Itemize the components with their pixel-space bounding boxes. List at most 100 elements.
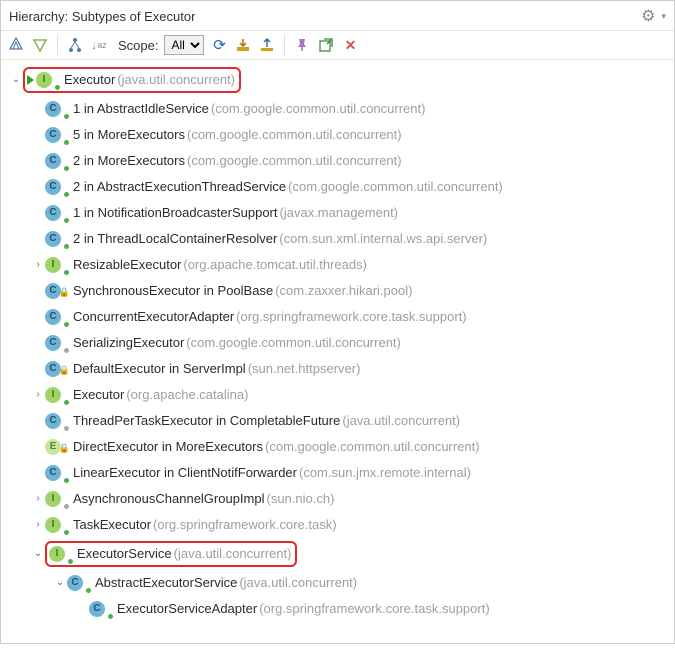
tree-row[interactable]: ·C1 in NotificationBroadcasterSupport (j… [1, 200, 674, 226]
interface-icon: I [36, 72, 52, 88]
package-label: (com.google.common.util.concurrent) [187, 125, 402, 145]
tree-row[interactable]: ⌄IExecutor (java.util.concurrent) [1, 64, 674, 96]
panel-title: Hierarchy: Subtypes of Executor [9, 9, 195, 24]
tree-node-content[interactable]: C2 in ThreadLocalContainerResolver (com.… [45, 229, 487, 249]
tree-row[interactable]: ·C SerializingExecutor (com.google.common… [1, 330, 674, 356]
tree-row[interactable]: ·CLinearExecutor in ClientNotifForwarder… [1, 460, 674, 486]
remove-icon[interactable]: ✕ [341, 36, 359, 54]
type-name: ConcurrentExecutorAdapter [73, 307, 234, 327]
tree-node-content[interactable]: C1 in NotificationBroadcasterSupport (ja… [45, 203, 398, 223]
expand-icon[interactable]: › [31, 385, 45, 405]
type-name: DefaultExecutor in ServerImpl [73, 359, 246, 379]
expand-icon[interactable]: › [31, 255, 45, 275]
tree-row[interactable]: ·C🔒SynchronousExecutor in PoolBase (com.… [1, 278, 674, 304]
type-icon-wrap: C [45, 126, 67, 144]
tree-node-content[interactable]: CAbstractExecutorService (java.util.conc… [67, 573, 357, 593]
public-decorator-icon [85, 587, 92, 594]
twisty-spacer: · [31, 333, 45, 353]
tree-node-content[interactable]: CExecutorServiceAdapter (org.springframe… [89, 599, 490, 619]
subtype-hierarchy-icon[interactable] [66, 36, 84, 54]
tree-node-content[interactable]: E🔒DirectExecutor in MoreExecutors (com.g… [45, 437, 480, 457]
type-icon-wrap: I [45, 256, 67, 274]
gear-icon[interactable]: ⚙ [641, 6, 655, 26]
expand-icon[interactable]: › [31, 515, 45, 535]
tree-node-content[interactable]: IExecutor (java.util.concurrent) [23, 67, 241, 93]
collapse-icon[interactable]: ⌄ [31, 544, 45, 564]
package-label: (org.springframework.core.task.support) [259, 599, 489, 619]
class-icon: C [45, 465, 61, 481]
tree-node-content[interactable]: C2 in AbstractExecutionThreadService (co… [45, 177, 503, 197]
tree-node-content[interactable]: IExecutorService (java.util.concurrent) [45, 541, 297, 567]
type-icon-wrap: I [36, 71, 58, 89]
type-name: 2 in AbstractExecutionThreadService [73, 177, 286, 197]
tree-row[interactable]: ⌄IExecutorService (java.util.concurrent) [1, 538, 674, 570]
sort-icon[interactable]: ↓az [90, 36, 108, 54]
tree-node-content[interactable]: CThreadPerTaskExecutor in CompletableFut… [45, 411, 460, 431]
interface-icon: I [45, 491, 61, 507]
panel-header: Hierarchy: Subtypes of Executor ⚙ ▾ [1, 1, 674, 31]
default-decorator-icon [63, 425, 70, 432]
package-label: (com.google.common.util.concurrent) [186, 333, 401, 353]
tree-node-content[interactable]: CLinearExecutor in ClientNotifForwarder … [45, 463, 471, 483]
type-icon-wrap: C [45, 152, 67, 170]
tree-row[interactable]: ·C1 in AbstractIdleService (com.google.c… [1, 96, 674, 122]
gear-dropdown-icon[interactable]: ▾ [661, 11, 666, 22]
default-decorator-icon [63, 347, 70, 354]
type-hierarchy-icon[interactable] [7, 36, 25, 54]
tree-node-content[interactable]: C🔒DefaultExecutor in ServerImpl (sun.net… [45, 359, 360, 379]
tree-row[interactable]: ·C2 in ThreadLocalContainerResolver (com… [1, 226, 674, 252]
tree-row[interactable]: ›ITaskExecutor (org.springframework.core… [1, 512, 674, 538]
tree-row[interactable]: ·CConcurrentExecutorAdapter (org.springf… [1, 304, 674, 330]
tree-row[interactable]: ·C2 in MoreExecutors (com.google.common.… [1, 148, 674, 174]
tree-node-content[interactable]: C SerializingExecutor (com.google.common.… [45, 333, 401, 353]
type-icon-wrap: I [45, 516, 67, 534]
tree-row[interactable]: ⌄CAbstractExecutorService (java.util.con… [1, 570, 674, 596]
tree-row[interactable]: ›IResizableExecutor (org.apache.tomcat.u… [1, 252, 674, 278]
tree-node-content[interactable]: C🔒SynchronousExecutor in PoolBase (com.z… [45, 281, 412, 301]
tree-row[interactable]: ·CExecutorServiceAdapter (org.springfram… [1, 596, 674, 622]
export-icon[interactable] [234, 36, 252, 54]
tree-node-content[interactable]: CConcurrentExecutorAdapter (org.springfr… [45, 307, 467, 327]
scope-select[interactable]: All [164, 35, 204, 55]
tree-row[interactable]: ·E🔒DirectExecutor in MoreExecutors (com.… [1, 434, 674, 460]
tree-node-content[interactable]: IResizableExecutor (org.apache.tomcat.ut… [45, 255, 367, 275]
new-window-icon[interactable] [317, 36, 335, 54]
class-icon: C [89, 601, 105, 617]
tree-node-content[interactable]: IAsynchronousChannelGroupImpl (sun.nio.c… [45, 489, 334, 509]
public-decorator-icon [63, 399, 70, 406]
tree-row[interactable]: ·C2 in AbstractExecutionThreadService (c… [1, 174, 674, 200]
tree-node-content[interactable]: C5 in MoreExecutors (com.google.common.u… [45, 125, 402, 145]
tree-row[interactable]: ·CThreadPerTaskExecutor in CompletableFu… [1, 408, 674, 434]
type-name: SerializingExecutor [73, 333, 184, 353]
type-name: Executor [64, 70, 115, 90]
up-icon[interactable] [258, 36, 276, 54]
package-label: (java.util.concurrent) [239, 573, 357, 593]
pin-icon[interactable] [293, 36, 311, 54]
tree-row[interactable]: ·C🔒DefaultExecutor in ServerImpl (sun.ne… [1, 356, 674, 382]
type-name: 2 in MoreExecutors [73, 151, 185, 171]
tree-row[interactable]: ·C5 in MoreExecutors (com.google.common.… [1, 122, 674, 148]
type-name: DirectExecutor in MoreExecutors [73, 437, 263, 457]
type-name: ThreadPerTaskExecutor in CompletableFutu… [73, 411, 340, 431]
tree-node-content[interactable]: C1 in AbstractIdleService (com.google.co… [45, 99, 425, 119]
tree-node-content[interactable]: IExecutor (org.apache.catalina) [45, 385, 248, 405]
expand-icon[interactable]: › [31, 489, 45, 509]
hierarchy-tree: ⌄IExecutor (java.util.concurrent)·C1 in … [1, 60, 674, 650]
public-decorator-icon [63, 217, 70, 224]
twisty-spacer: · [31, 307, 45, 327]
public-decorator-icon [63, 139, 70, 146]
package-label: (javax.management) [280, 203, 399, 223]
collapse-icon[interactable]: ⌄ [9, 70, 23, 90]
supertype-hierarchy-icon[interactable] [31, 36, 49, 54]
package-label: (com.zaxxer.hikari.pool) [275, 281, 412, 301]
refresh-icon[interactable]: ⟳ [210, 36, 228, 54]
tree-row[interactable]: ›IAsynchronousChannelGroupImpl (sun.nio.… [1, 486, 674, 512]
public-decorator-icon [107, 613, 114, 620]
tree-row[interactable]: ›IExecutor (org.apache.catalina) [1, 382, 674, 408]
tree-node-content[interactable]: ITaskExecutor (org.springframework.core.… [45, 515, 337, 535]
tree-node-content[interactable]: C2 in MoreExecutors (com.google.common.u… [45, 151, 402, 171]
type-name: 2 in ThreadLocalContainerResolver [73, 229, 277, 249]
class-icon: C [45, 335, 61, 351]
collapse-icon[interactable]: ⌄ [53, 573, 67, 593]
hierarchy-toolbar: ↓az Scope: All ⟳ ✕ [1, 31, 674, 60]
